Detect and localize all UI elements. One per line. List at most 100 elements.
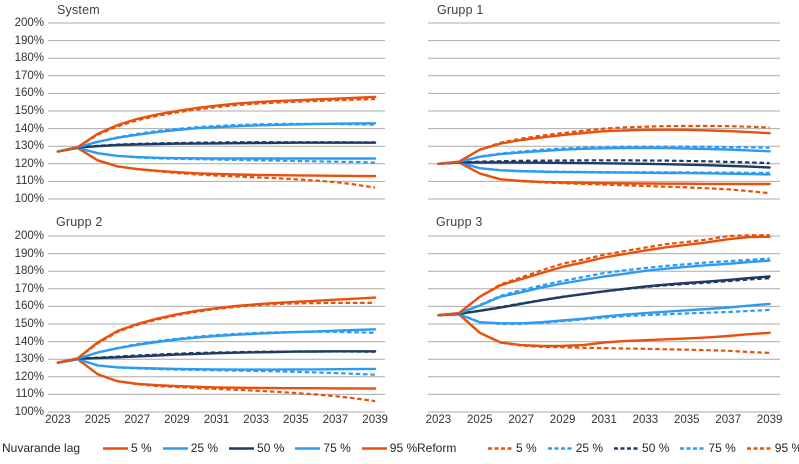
line-chart-svg [48,22,385,200]
legend-line-swatch-dashed [746,446,772,450]
x-axis-tick-label: 2039 [756,414,783,426]
series-reform-95% [438,234,770,317]
series-nuvarande-lag-75% [437,146,771,166]
legend-item-label: 50 % [642,441,670,455]
chart-plot-system [48,13,385,205]
y-axis-tick-label: 130% [14,140,44,153]
x-axis-labels-grupp2: 2023 2025 2027 2029 2031 2033 2035 2037 2039 [45,414,388,430]
series-reform-25% [57,146,376,164]
chart-plot-grupp1 [428,13,780,205]
x-axis-labels-grupp3: 2023 2025 2027 2029 2031 2033 2035 2037 2039 [425,414,783,430]
y-axis-tick-label: 130% [14,353,44,366]
y-axis-tick-label: 200% [14,230,44,242]
x-axis-tick-label: 2023 [45,414,71,426]
legend-reform: Reform 5 % 25 % 50 % 75 % 95 % [417,441,799,455]
y-axis-tick-label: 200% [14,17,44,29]
series-nuvarande-lag-95% [437,235,771,317]
chart-title-grupp2: Grupp 2 [56,215,103,229]
series-nuvarande-lag-5% [437,313,771,348]
y-axis-tick-label: 110% [15,175,44,188]
legend-group-label: Nuvarande lag [2,441,81,455]
series-reform-25% [57,358,376,376]
legend-item-25%: 25 % [162,441,219,455]
legend-item-5%: 5 % [103,441,152,455]
x-axis-tick-label: 2029 [549,414,576,426]
y-axis-tick-label: 150% [14,318,44,330]
legend-item-95%: 95 % [361,441,418,455]
y-axis-tick-label: 170% [14,282,44,295]
y-axis-tick-label: 190% [14,34,44,47]
x-axis-tick-label: 2027 [124,414,150,426]
legend-item-label: 25 % [575,441,604,455]
series-reform-5% [438,161,770,195]
x-axis-tick-label: 2027 [508,414,534,426]
x-axis-tick-label: 2039 [362,414,388,426]
chart-title-system: System [57,3,100,17]
y-axis-tick-label: 100% [14,406,44,418]
x-axis-tick-label: 2031 [591,414,617,426]
y-axis-tick-label: 160% [14,300,44,313]
legend-line-swatch-dashed [547,446,573,450]
legend-items-dashed: 5 % 25 % 50 % 75 % 95 % [488,441,799,455]
y-axis-tick-label: 100% [14,193,44,205]
x-axis-tick-label: 2031 [203,414,230,426]
legend-line-swatch-solid [103,446,128,450]
series-nuvarande-lag-5% [56,146,377,178]
legend-item-label: 75 % [708,441,736,455]
line-chart-svg [428,22,780,200]
y-axis-tick-label: 140% [14,122,44,135]
legend-item-5%: 5 % [488,441,537,455]
legend-item-label: 5 % [131,441,152,455]
legend-line-swatch-dashed [614,446,640,450]
legend-item-50%: 50 % [614,441,669,455]
legend-item-label: 25 % [190,441,219,455]
chart-plot-grupp3 [428,226,780,418]
x-axis-tick-label: 2033 [243,414,269,426]
y-axis-tick-label: 120% [14,157,44,170]
legend-item-95%: 95 % [746,441,799,455]
series-nuvarande-lag-25% [56,357,377,371]
series-nuvarande-lag-50% [56,141,377,153]
series-nuvarande-lag-50% [437,275,771,317]
legend-items-solid: 5 % 25 % 50 % 75 % 95 % [103,441,428,455]
legend-line-swatch-dashed [680,446,706,450]
y-axis-tick-label: 190% [14,247,44,260]
line-chart-svg [48,235,385,413]
y-axis-tick-label: 160% [14,87,44,100]
x-axis-tick-label: 2023 [425,414,452,426]
legend-item-50%: 50 % [229,441,284,455]
x-axis-tick-label: 2035 [674,414,700,426]
legend-item-label: 95 % [774,441,799,455]
series-reform-75% [57,122,376,153]
series-reform-5% [57,146,376,189]
legend-item-label: 50 % [257,441,285,455]
x-axis-tick-label: 2033 [632,414,659,426]
legend-item-75%: 75 % [295,441,351,455]
series-reform-75% [438,257,770,317]
legend-item-label: 5 % [516,441,537,455]
line-chart-svg [428,234,780,413]
series-nuvarande-lag-25% [437,302,771,325]
y-axis-tick-label: 180% [14,265,44,278]
x-axis-tick-label: 2025 [84,414,111,426]
y-axis-labels-bottom-row: 200% 190% 180% 170% 160% 150% 140% 130% 120% 110%… [0,226,44,418]
series-reform-50% [438,159,770,165]
chart-title-grupp3: Grupp 3 [436,215,483,229]
legend-item-75%: 75 % [680,441,736,455]
series-reform-95% [57,97,376,153]
series-nuvarande-lag-75% [437,259,771,317]
series-reform-95% [57,301,376,364]
legend-line-swatch-solid [361,446,387,450]
y-axis-tick-label: 140% [14,335,44,348]
legend-item-label: 95 % [389,441,418,455]
x-axis-tick-label: 2035 [283,414,309,426]
series-reform-75% [57,330,376,364]
legend-line-swatch-solid [162,446,188,450]
y-axis-tick-label: 110% [15,388,44,401]
legend-nuvarande-lag: Nuvarande lag 5 % 25 % 50 % 75 % 95 % [2,441,428,455]
legend-line-swatch-solid [229,446,255,450]
series-nuvarande-lag-50% [437,161,771,169]
legend-group-label: Reform [417,441,457,455]
y-axis-tick-label: 120% [14,370,44,383]
